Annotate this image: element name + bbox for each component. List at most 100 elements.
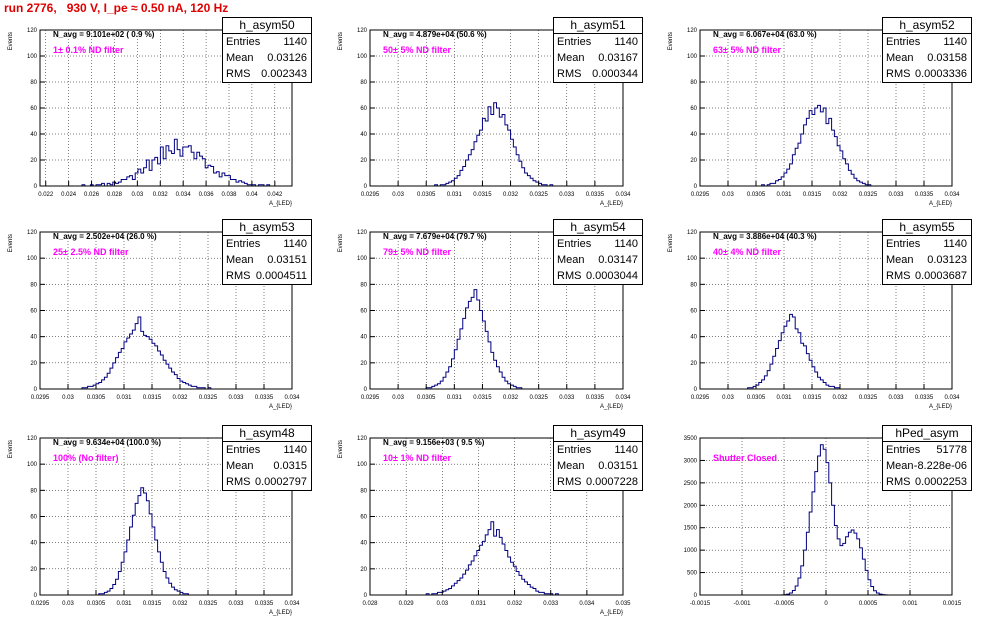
stats-value-entries: 1140 [614, 36, 638, 48]
stats-value-mean: 0.0315 [273, 460, 307, 472]
y-tick-label: 80 [690, 80, 697, 86]
stats-title: h_asym49 [554, 426, 642, 442]
x-tick-label: 0.0305 [87, 395, 106, 401]
stats-box-h_asym53: h_asym53 Entries 1140 Mean 0.03151 RMS 0.00045… [222, 219, 312, 285]
stats-row-rms: RMS 0.002343 [223, 66, 311, 82]
stats-box-h_asym52: h_asym52 Entries 1140 Mean 0.03158 RMS 0.00033… [882, 17, 972, 83]
stats-key: Mean [226, 460, 254, 472]
stats-row-entries: Entries 1140 [554, 34, 642, 50]
y-tick-label: 0 [694, 387, 698, 393]
histogram-bars [370, 102, 623, 187]
y-tick-label: 60 [30, 309, 37, 315]
x-tick-label: 0.031 [776, 192, 792, 198]
y-axis-title: Events [8, 32, 14, 50]
stats-value-entries: 1140 [943, 36, 967, 48]
y-tick-label: 40 [30, 335, 37, 341]
filter-label: 50± 5% ND filter [383, 45, 451, 55]
y-axis-title: Events [8, 234, 14, 252]
y-tick-label: 20 [360, 567, 367, 573]
stats-key: Entries [226, 238, 261, 250]
filter-label: 40± 4% ND filter [713, 247, 781, 257]
y-tick-label: 80 [30, 282, 37, 288]
stats-key: RMS [557, 476, 582, 488]
stats-key: Mean [557, 460, 585, 472]
stats-key: Entries [226, 444, 261, 456]
x-tick-label: 0.033 [559, 395, 575, 401]
y-tick-label: 100 [357, 54, 368, 60]
y-tick-label: 2000 [684, 503, 698, 509]
y-tick-label: 500 [687, 571, 698, 577]
stats-key: Mean [886, 254, 914, 266]
stats-row-mean: Mean 0.03123 [883, 252, 971, 268]
y-tick-label: 120 [357, 436, 368, 442]
stats-row-rms: RMS 0.000344 [554, 66, 642, 82]
histogram-bars [370, 289, 623, 390]
stats-key: Mean [886, 52, 914, 64]
stats-value-entries: 1140 [614, 444, 638, 456]
x-tick-label: 0.0335 [255, 601, 274, 607]
y-tick-label: 100 [27, 54, 38, 60]
y-axis-title: Events [668, 234, 674, 252]
x-tick-label: 0.0005 [859, 601, 878, 607]
stats-title: h_asym52 [883, 18, 971, 34]
stats-value-rms: 0.0003044 [586, 270, 638, 282]
stats-key: Entries [886, 36, 921, 48]
x-tick-label: 0.033 [228, 395, 244, 401]
filter-label: 1± 0.1% ND filter [53, 45, 124, 55]
stats-key: RMS [226, 68, 251, 80]
x-axis-title: A_{LED} [269, 610, 292, 616]
filter-label: 10± 1% ND filter [383, 453, 451, 463]
y-tick-label: 40 [30, 132, 37, 138]
stats-value-mean: 0.03158 [927, 52, 967, 64]
x-axis-title: A_{LED} [269, 201, 292, 207]
stats-key: RMS [886, 68, 911, 80]
y-tick-label: 20 [360, 158, 367, 164]
histogram-bars [700, 104, 952, 187]
x-tick-label: 0.0335 [915, 395, 934, 401]
stats-key: Entries [886, 444, 921, 456]
histogram-bars [700, 313, 952, 390]
x-tick-label: 0.0315 [473, 395, 492, 401]
y-tick-label: 60 [30, 515, 37, 521]
stats-value-rms: 0.000344 [592, 68, 638, 80]
stats-row-entries: Entries 51778 [883, 442, 971, 458]
x-axis-title: A_{LED} [929, 201, 952, 207]
histogram-panel-h_asym55: 0.0295 0.03 0.0305 0.031 0.0315 0.032 0.0325 0.… [668, 230, 960, 410]
x-tick-label: 0.031 [471, 601, 487, 607]
histogram-panel-h_asym48: 0.0295 0.03 0.0305 0.031 0.0315 0.032 0.0325 0.… [8, 436, 300, 616]
x-tick-label: 0.0325 [859, 395, 878, 401]
stats-value-rms: 0.0007228 [586, 476, 638, 488]
x-tick-label: 0.032 [503, 192, 519, 198]
y-tick-label: 20 [30, 158, 37, 164]
x-tick-label: 0.034 [579, 601, 595, 607]
x-tick-label: 0.026 [84, 192, 100, 198]
stats-row-mean: Mean 0.0315 [223, 458, 311, 474]
stats-row-rms: RMS 0.0003687 [883, 268, 971, 284]
navg-label: N_avg = 9.101e+02 ( 0.9 %) [53, 30, 155, 39]
stats-row-mean: Mean 0.03126 [223, 50, 311, 66]
histogram-panel-hPed_asym: -0.0015 -0.001 -0.0005 0 0.0005 0.001 0.0015 0 5… [684, 436, 962, 607]
stats-box-hPed_asym: hPed_asym Entries 51778 Mean -8.228e-06 RMS 0.… [882, 425, 972, 491]
stats-key: Entries [886, 238, 921, 250]
histogram-panel-h_asym51: 0.0295 0.03 0.0305 0.031 0.0315 0.032 0.0325 0.… [338, 28, 631, 207]
y-axis-title: Events [338, 32, 344, 50]
x-tick-label: 0.034 [284, 601, 300, 607]
x-tick-label: 0.03 [392, 192, 404, 198]
y-tick-label: 20 [360, 361, 367, 367]
y-tick-label: 20 [690, 361, 697, 367]
y-tick-label: 0 [364, 184, 368, 190]
y-tick-label: 60 [690, 309, 697, 315]
stats-value-entries: 1140 [283, 444, 307, 456]
stats-key: RMS [226, 476, 251, 488]
stats-key: Entries [557, 444, 592, 456]
x-tick-label: 0.033 [543, 601, 559, 607]
filter-label: 25± 2.5% ND filter [53, 247, 129, 257]
x-tick-label: 0.03 [436, 601, 448, 607]
x-tick-label: -0.0015 [690, 601, 711, 607]
y-tick-label: 60 [360, 309, 367, 315]
x-tick-label: 0.0335 [586, 395, 605, 401]
x-tick-label: 0.03 [62, 395, 74, 401]
x-tick-label: 0.0325 [529, 395, 548, 401]
stats-row-entries: Entries 1140 [554, 442, 642, 458]
x-tick-label: 0.042 [267, 192, 283, 198]
